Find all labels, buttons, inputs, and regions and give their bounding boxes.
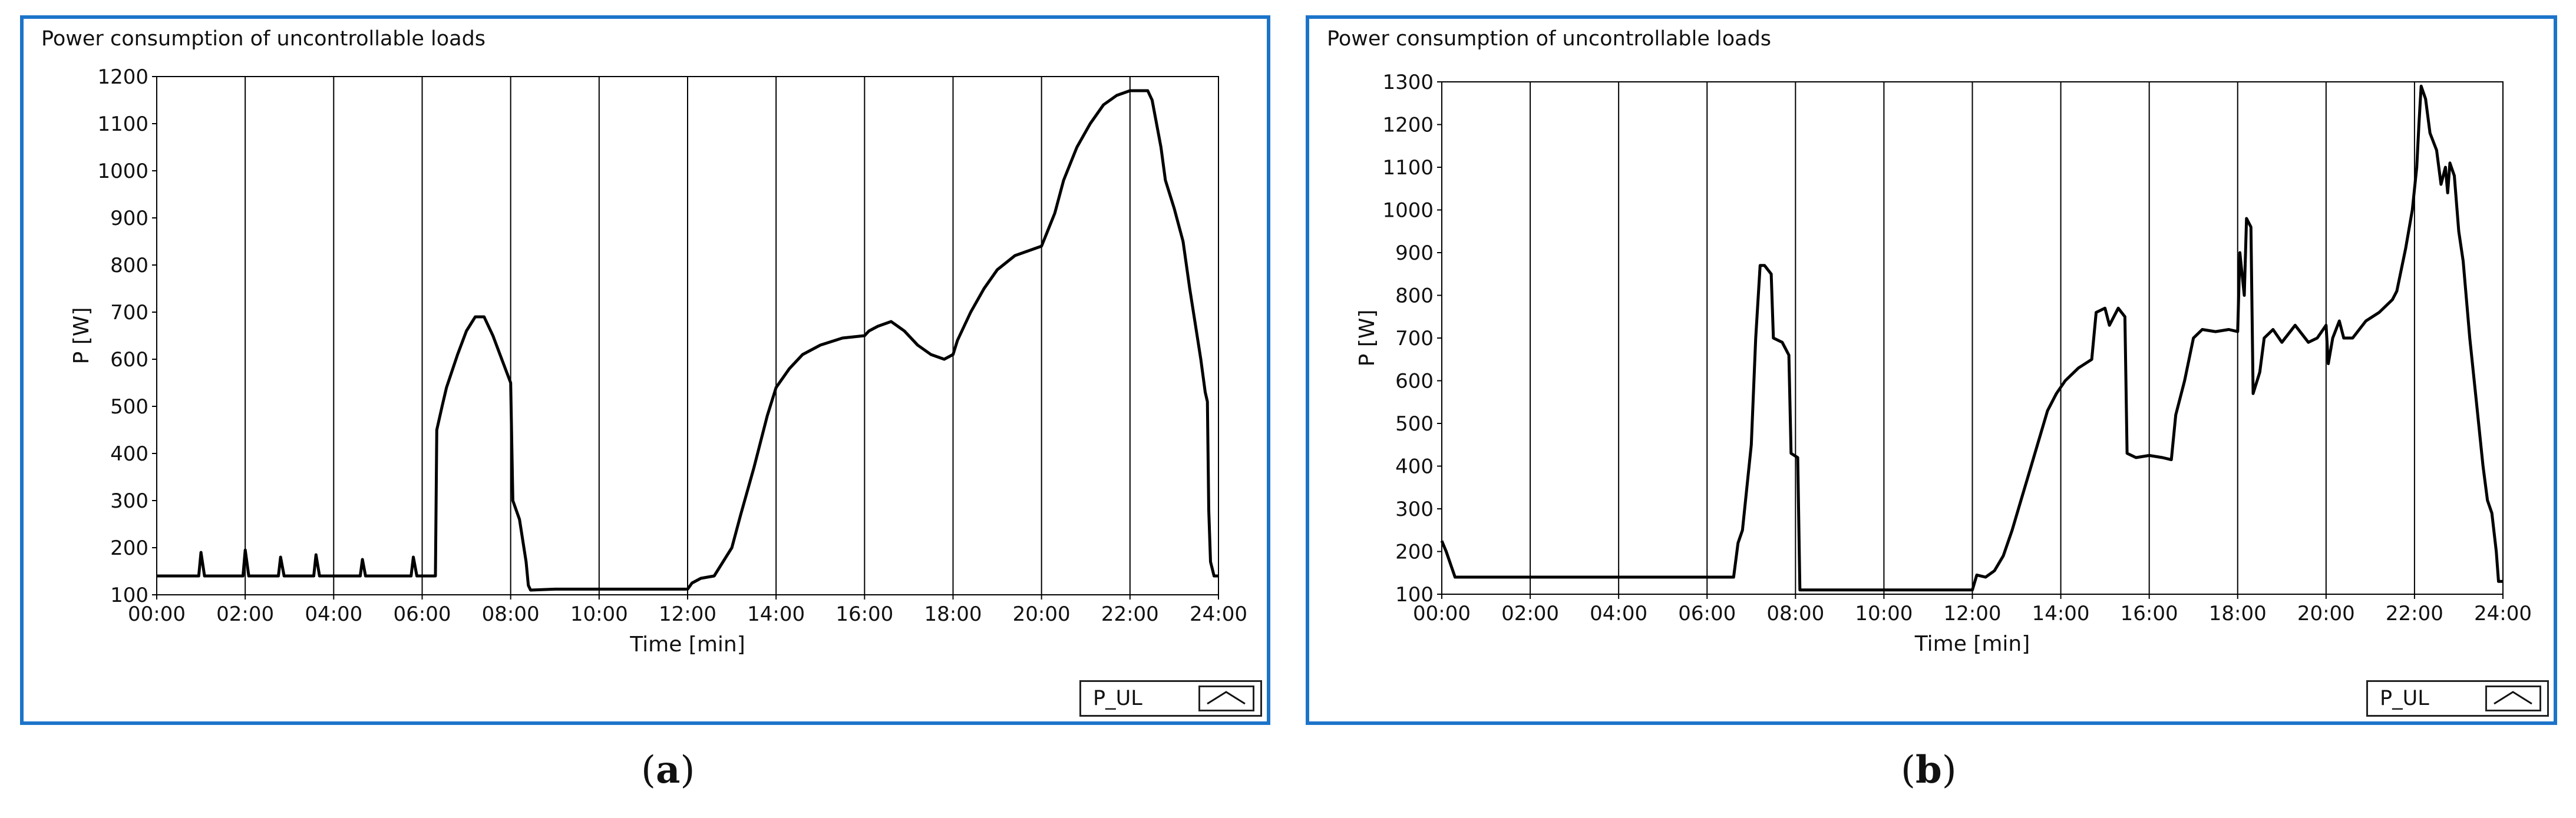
x-tick-label: 20:00 bbox=[1013, 602, 1071, 626]
x-tick-label: 20:00 bbox=[2297, 602, 2355, 625]
y-tick-label: 400 bbox=[1395, 455, 1434, 479]
x-tick-label: 02:00 bbox=[1501, 602, 1559, 625]
caption-close: ) bbox=[1941, 749, 1957, 792]
y-tick-label: 400 bbox=[110, 442, 148, 466]
x-tick-label: 08:00 bbox=[1766, 602, 1824, 625]
y-axis-label: P [W] bbox=[70, 307, 94, 365]
y-tick-label: 300 bbox=[110, 489, 148, 513]
y-tick-label: 300 bbox=[1395, 498, 1434, 521]
x-tick-label: 00:00 bbox=[1413, 602, 1471, 625]
y-tick-label: 1000 bbox=[1382, 199, 1434, 223]
y-tick-label: 100 bbox=[110, 584, 148, 607]
y-tick-label: 900 bbox=[110, 207, 148, 230]
x-tick-label: 24:00 bbox=[2474, 602, 2532, 625]
y-tick-label: 200 bbox=[110, 536, 148, 560]
y-tick-label: 1300 bbox=[1382, 71, 1434, 94]
x-tick-label: 14:00 bbox=[2032, 602, 2090, 625]
x-tick-label: 06:00 bbox=[394, 602, 451, 626]
x-axis-label: Time [min] bbox=[1914, 632, 2030, 656]
x-tick-label: 18:00 bbox=[924, 602, 982, 626]
x-tick-label: 22:00 bbox=[1101, 602, 1159, 626]
y-tick-label: 1100 bbox=[1382, 156, 1434, 180]
x-tick-label: 18:00 bbox=[2209, 602, 2267, 625]
y-tick-label: 100 bbox=[1395, 583, 1434, 607]
legend-label: P_UL bbox=[2380, 687, 2429, 710]
x-tick-label: 06:00 bbox=[1678, 602, 1736, 625]
caption-open: ( bbox=[1901, 749, 1916, 792]
x-tick-label: 22:00 bbox=[2386, 602, 2443, 625]
y-tick-label: 700 bbox=[1395, 327, 1434, 350]
line-style-icon[interactable] bbox=[1198, 685, 1254, 711]
plot-area: 00:00 02:00 04:00 06:00 08:00 10:00 12:00 14:00… bbox=[70, 65, 1247, 657]
y-tick-label: 600 bbox=[110, 348, 148, 372]
x-tick-label: 04:00 bbox=[1590, 602, 1647, 625]
chart-panel-a: Power consumption of uncontrollable load… bbox=[20, 15, 1270, 725]
x-tick-label: 08:00 bbox=[482, 602, 540, 626]
y-tick-label: 1200 bbox=[97, 65, 148, 89]
x-tick-label: 12:00 bbox=[659, 602, 716, 626]
chart-panel-b: Power consumption of uncontrollable load… bbox=[1306, 15, 2557, 725]
y-tick-label: 500 bbox=[1395, 412, 1434, 436]
series-line-0 bbox=[157, 89, 1218, 592]
x-tick-label: 04:00 bbox=[305, 602, 362, 626]
x-tick-label: 16:00 bbox=[835, 602, 893, 626]
legend[interactable]: P_UL bbox=[1079, 680, 1262, 717]
legend[interactable]: P_UL bbox=[2366, 680, 2549, 717]
caption-letter: a bbox=[655, 748, 681, 792]
y-tick-label: 700 bbox=[110, 301, 148, 324]
x-tick-label: 02:00 bbox=[216, 602, 274, 626]
caption-letter: b bbox=[1915, 748, 1942, 792]
y-tick-label: 1200 bbox=[1382, 114, 1434, 137]
y-tick-label: 800 bbox=[110, 254, 148, 277]
x-tick-label: 00:00 bbox=[128, 602, 186, 626]
y-tick-label: 600 bbox=[1395, 370, 1434, 393]
y-tick-label: 200 bbox=[1395, 541, 1434, 564]
caption-a: (a) bbox=[641, 748, 695, 792]
y-tick-label: 1100 bbox=[97, 112, 148, 136]
caption-close: ) bbox=[680, 749, 695, 792]
y-tick-label: 1000 bbox=[97, 160, 148, 183]
y-tick-label: 900 bbox=[1395, 241, 1434, 265]
x-tick-label: 10:00 bbox=[1855, 602, 1913, 625]
x-tick-label: 24:00 bbox=[1190, 602, 1247, 626]
x-tick-label: 12:00 bbox=[1944, 602, 2002, 625]
x-tick-label: 14:00 bbox=[747, 602, 805, 626]
chart-title: Power consumption of uncontrollable load… bbox=[41, 27, 486, 51]
x-axis-label: Time [min] bbox=[629, 632, 745, 657]
y-tick-label: 800 bbox=[1395, 284, 1434, 308]
chart-title: Power consumption of uncontrollable load… bbox=[1327, 27, 1772, 51]
x-tick-label: 16:00 bbox=[2121, 602, 2178, 625]
y-axis-label: P [W] bbox=[1355, 310, 1379, 367]
y-tick-label: 500 bbox=[110, 395, 148, 419]
legend-label: P_UL bbox=[1093, 687, 1142, 710]
x-tick-label: 10:00 bbox=[570, 602, 628, 626]
line-style-icon[interactable] bbox=[2485, 685, 2541, 711]
caption-b: (b) bbox=[1901, 748, 1957, 792]
series-line-0 bbox=[1440, 84, 2503, 592]
plot-area: 00:00 02:00 04:00 06:00 08:00 10:00 12:00 14:00… bbox=[1355, 71, 2532, 656]
caption-open: ( bbox=[641, 749, 656, 792]
